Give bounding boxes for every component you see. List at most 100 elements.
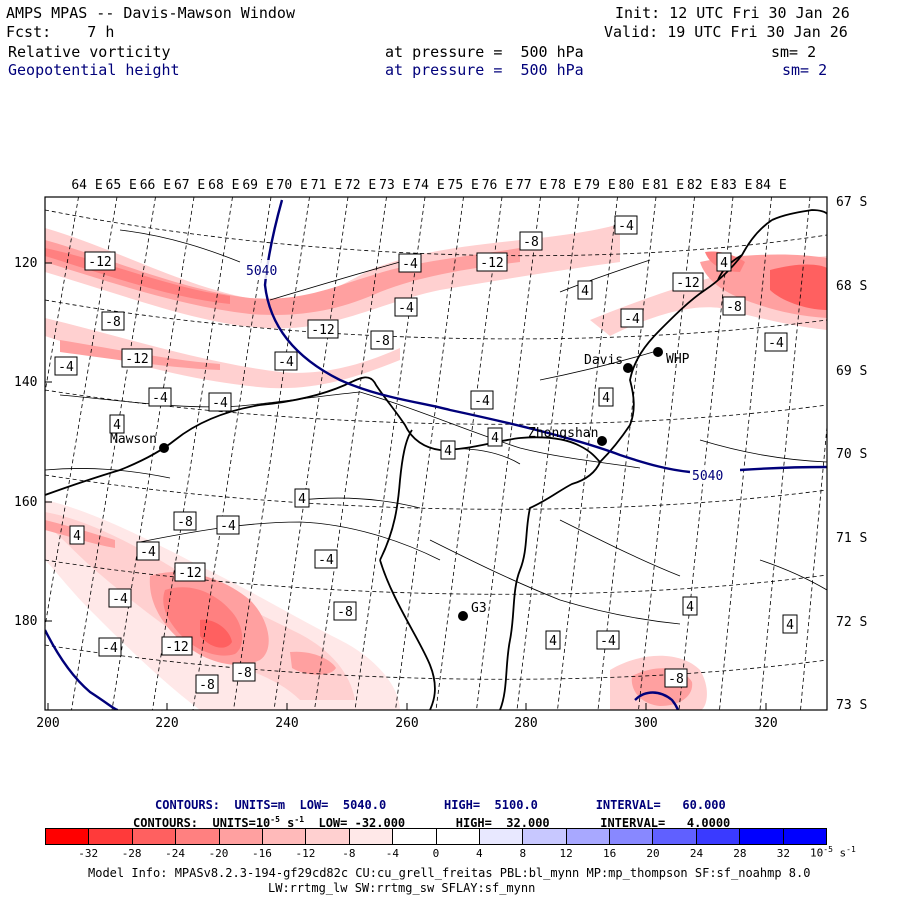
- vorticity-label: 4: [577, 280, 593, 300]
- latitude-label: 67 S: [836, 195, 867, 210]
- colorbar-tick-label: -32: [78, 847, 99, 860]
- colorbar-tick-label: 24: [689, 847, 704, 860]
- legend-vorticity-contours: CONTOURS: UNITS=10-5 s-1 LOW= -32.000 HI…: [133, 815, 731, 830]
- vorticity-label: 4: [69, 525, 85, 545]
- init-time: Init: 12 UTC Fri 30 Jan 26: [615, 4, 850, 22]
- vorticity-label: -12: [121, 348, 153, 368]
- colorbar-tick-label: -8: [342, 847, 356, 860]
- vorticity-label: 4: [109, 414, 125, 434]
- colorbar-tick-label: -4: [385, 847, 399, 860]
- vorticity-label: -12: [161, 636, 193, 656]
- colorbar-cell: [783, 829, 827, 844]
- vorticity-label: -4: [394, 297, 418, 317]
- colorbar-cell: [89, 829, 133, 844]
- colorbar-tick-label: 28: [733, 847, 747, 860]
- station-label: G3: [471, 601, 487, 616]
- colorbar-cell: [262, 829, 307, 844]
- x-tick-label: 200: [36, 716, 59, 731]
- longitude-label: 68 E: [208, 178, 239, 193]
- station-dot: [653, 347, 663, 357]
- field1-name: Relative vorticity: [8, 43, 171, 61]
- vorticity-label: 4: [598, 387, 614, 407]
- vorticity-label: -4: [108, 588, 132, 608]
- vorticity-label: 4: [487, 427, 503, 447]
- y-tick-label: 140: [14, 375, 37, 390]
- colorbar-tick-label: 0: [432, 847, 440, 860]
- longitude-label: 76 E: [482, 178, 513, 193]
- model-info-line1: Model Info: MPASv8.2.3-194-gf29cd82c CU:…: [88, 866, 811, 880]
- longitude-label: 81 E: [653, 178, 684, 193]
- x-tick-label: 300: [634, 716, 657, 731]
- vorticity-label: -4: [596, 630, 620, 650]
- vorticity-label: -4: [136, 541, 160, 561]
- vorticity-label: -4: [54, 356, 78, 376]
- svg-text:-8: -8: [337, 605, 353, 620]
- station-label: Davis: [584, 353, 623, 368]
- vorticity-label: -4: [274, 351, 298, 371]
- svg-text:-8: -8: [523, 235, 539, 250]
- svg-text:-4: -4: [152, 391, 168, 406]
- svg-text:-4: -4: [768, 336, 784, 351]
- svg-text:-8: -8: [105, 315, 121, 330]
- svg-text:-4: -4: [140, 545, 156, 560]
- svg-text:-4: -4: [212, 396, 228, 411]
- height-contour-label: 5040: [246, 264, 277, 279]
- height-contour-label: 5040: [692, 469, 723, 484]
- model-info-line2: LW:rrtmg_lw SW:rrtmg_sw SFLAY:sf_mynn: [268, 881, 536, 895]
- svg-text:4: 4: [113, 418, 121, 433]
- graticule: [45, 197, 827, 710]
- colorbar-tick-label: 20: [646, 847, 660, 860]
- svg-text:-4: -4: [318, 553, 334, 568]
- svg-text:-4: -4: [220, 519, 236, 534]
- plot-title: AMPS MPAS -- Davis-Mawson Window: [6, 4, 295, 22]
- colorbar-cell: [393, 829, 437, 844]
- vorticity-label: -8: [173, 511, 197, 531]
- latitude-label: 71 S: [836, 531, 867, 546]
- colorbar-tick-label: -20: [208, 847, 229, 860]
- coastline: [45, 209, 827, 710]
- field1-level: at pressure = 500 hPa: [385, 43, 584, 61]
- svg-text:-4: -4: [58, 360, 74, 375]
- x-tick-label: 240: [275, 716, 298, 731]
- svg-text:4: 4: [444, 444, 452, 459]
- colorbar-tick-label: -16: [252, 847, 272, 860]
- svg-text:4: 4: [786, 618, 794, 633]
- x-tick-label: 260: [395, 716, 418, 731]
- legend-height-contours: CONTOURS: UNITS=m LOW= 5040.0 HIGH= 5100…: [155, 798, 726, 812]
- vorticity-labels: -12 -8 -12 -4 -4 -4 4 -4 -8 -4 -12 -4 -12 -8 -4 4 -4 -12 -…: [54, 215, 798, 694]
- longitude-label: 66 E: [140, 178, 171, 193]
- colorbar-tick-label: 32: [776, 847, 790, 860]
- vorticity-label: 4: [545, 630, 561, 650]
- map-frame: [44, 196, 828, 711]
- latitude-label: 68 S: [836, 279, 867, 294]
- x-tick-label: 220: [155, 716, 178, 731]
- colorbar-cell: [349, 829, 394, 844]
- longitude-label: 72 E: [345, 178, 376, 193]
- vorticity-label: -12: [476, 252, 508, 272]
- y-tick-label: 120: [14, 256, 37, 271]
- vorticity-label: -8: [232, 662, 256, 682]
- colorbar: [45, 828, 827, 845]
- vorticity-label: -8: [664, 668, 688, 688]
- vorticity-label: -12: [84, 251, 116, 271]
- longitude-label: 65 E: [106, 178, 137, 193]
- station-dot: [597, 436, 607, 446]
- colorbar-units: 10-5 s-1: [810, 845, 856, 860]
- svg-text:4: 4: [549, 634, 557, 649]
- vorticity-label: -4: [216, 515, 240, 535]
- field1-smooth: sm= 2: [771, 43, 817, 61]
- latitude-label: 69 S: [836, 364, 867, 379]
- colorbar-tick-label: -24: [165, 847, 185, 860]
- field2-smooth: sm= 2: [782, 61, 828, 79]
- svg-text:-4: -4: [112, 592, 128, 607]
- vorticity-label: 4: [716, 252, 732, 272]
- vorticity-label: -8: [519, 231, 543, 251]
- vorticity-label: -4: [208, 392, 232, 412]
- colorbar-cell: [219, 829, 263, 844]
- colorbar-cell: [566, 829, 611, 844]
- station-label: Zhongshan: [528, 426, 598, 441]
- vorticity-label: -8: [333, 601, 357, 621]
- y-tick-label: 160: [14, 495, 37, 510]
- vorticity-label: 4: [782, 614, 798, 634]
- longitude-label: 75 E: [448, 178, 479, 193]
